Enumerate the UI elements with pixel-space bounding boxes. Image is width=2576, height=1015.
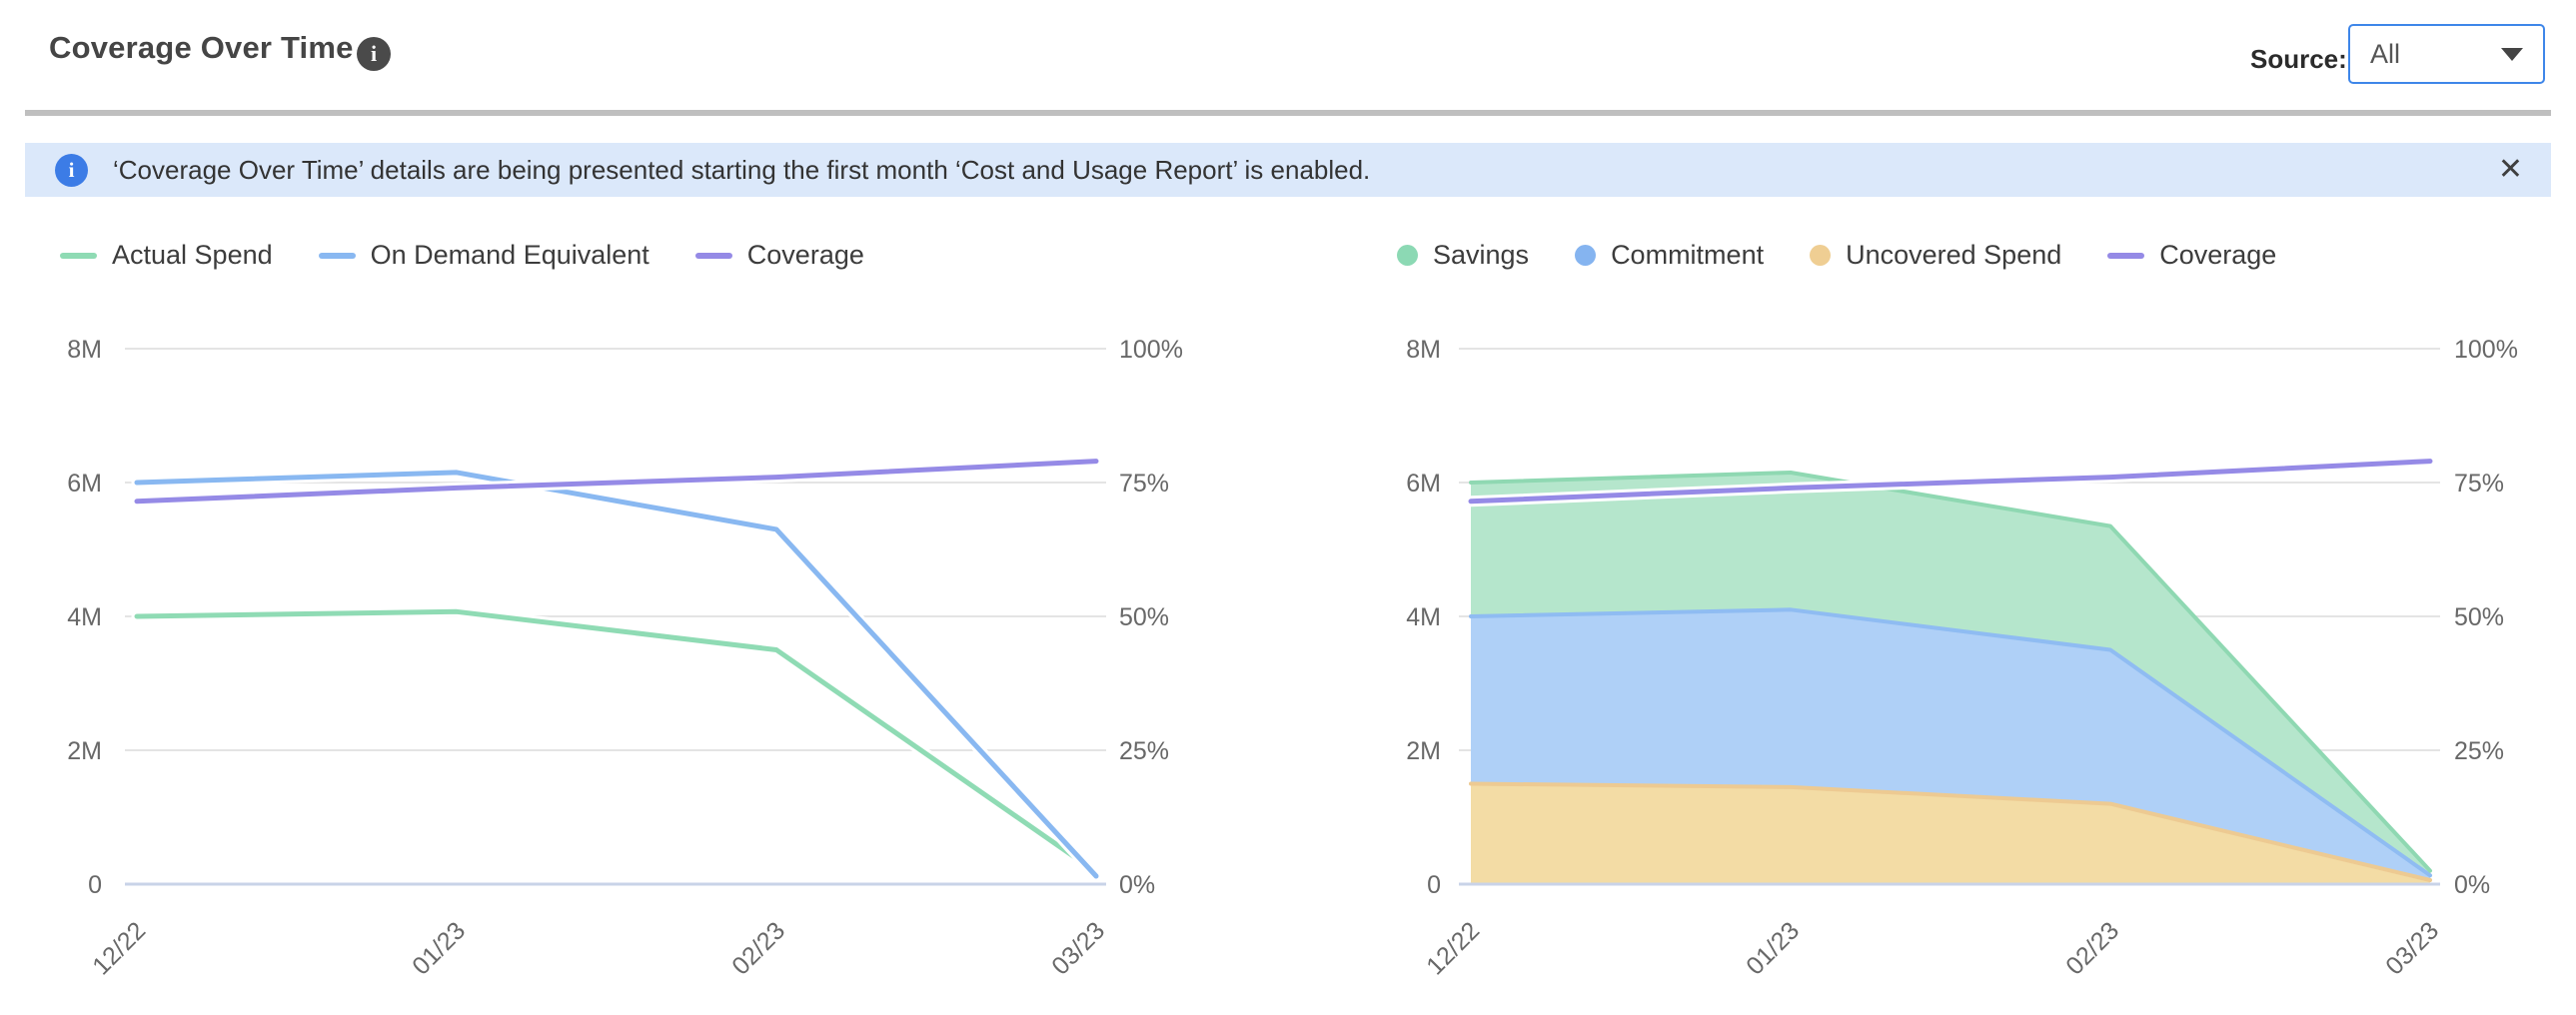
legend-item-uncovered-spend[interactable]: Uncovered Spend: [1810, 240, 2061, 271]
legend-item-commitment[interactable]: Commitment: [1575, 240, 1764, 271]
x-axis-tick: 03/23: [2380, 916, 2444, 980]
line-coverage: [1468, 459, 2433, 505]
area-edge: [1469, 781, 2432, 882]
line-halo: [131, 467, 1102, 882]
line-coverage: [134, 459, 1099, 505]
y-axis-left-tick: 6M: [1406, 470, 1441, 498]
banner-close-button[interactable]: ✕: [2497, 153, 2523, 186]
x-axis-tick: 02/23: [2060, 916, 2124, 980]
legend-label: Coverage: [746, 240, 864, 270]
y-axis-left-tick: 4M: [67, 603, 102, 631]
spend-coverage-line-chart: 0 2M 4M 6M 8M 0% 25% 50% 75% 100% 12/22 01/23 02/23 0…: [67, 336, 1183, 980]
circle-swatch: [1575, 245, 1597, 266]
title-info-icon[interactable]: i: [357, 37, 391, 71]
y-axis-right-tick: 0%: [2454, 871, 2490, 899]
source-dropdown[interactable]: All: [2348, 24, 2545, 84]
legend-label: Uncovered Spend: [1846, 240, 2062, 270]
y-axis-left-tick: 2M: [67, 737, 102, 765]
legend-label: Commitment: [1611, 240, 1765, 270]
info-banner: i ‘Coverage Over Time’ details are being…: [25, 143, 2551, 197]
coverage-stacked-area-chart: 0 2M 4M 6M 8M 0% 25% 50% 75% 100% 12/22 01/23 02/23 0…: [1406, 336, 2518, 980]
page-title: Coverage Over Time: [49, 30, 354, 65]
y-axis-left-tick: 4M: [1406, 603, 1441, 631]
line-actual-spend: [134, 608, 1099, 875]
y-axis-right-tick: 100%: [1119, 336, 1183, 364]
y-axis-left-tick: 8M: [1406, 336, 1441, 364]
y-axis-left-tick: 0: [1427, 871, 1441, 899]
source-dropdown-value: All: [2370, 38, 2401, 69]
line-on-demand-equivalent: [134, 470, 1099, 879]
x-axis-tick: 02/23: [726, 916, 790, 980]
y-axis-right-tick: 0%: [1119, 871, 1155, 899]
circle-swatch: [1397, 245, 1418, 266]
banner-info-icon: i: [55, 153, 88, 187]
x-axis-tick: 12/22: [87, 916, 151, 980]
line-halo: [131, 605, 1102, 878]
y-axis-right-tick: 75%: [2454, 470, 2504, 498]
circle-swatch: [1810, 245, 1832, 266]
area-edge: [1469, 607, 2432, 878]
x-axis-tick: 01/23: [1741, 916, 1805, 980]
legend-label: Actual Spend: [112, 240, 273, 270]
y-axis-right-tick: 25%: [2454, 737, 2504, 765]
legend-label: On Demand Equivalent: [370, 240, 649, 270]
right-chart-legend: Savings Commitment Uncovered Spend Cover…: [1397, 240, 2276, 271]
line-swatch: [318, 252, 356, 259]
line-swatch: [694, 252, 732, 259]
legend-item-on-demand-equivalent[interactable]: On Demand Equivalent: [318, 240, 649, 271]
line-swatch: [2107, 252, 2145, 259]
y-axis-right-tick: 25%: [1119, 737, 1169, 765]
x-axis-tick: 03/23: [1046, 916, 1110, 980]
y-axis-right-tick: 50%: [2454, 603, 2504, 631]
legend-item-coverage[interactable]: Coverage: [694, 240, 864, 271]
y-axis-left-tick: 8M: [67, 336, 102, 364]
chevron-down-icon: [2501, 47, 2523, 61]
y-axis-left-tick: 0: [88, 871, 102, 899]
y-axis-right-tick: 100%: [2454, 336, 2518, 364]
y-axis-left-tick: 2M: [1406, 737, 1441, 765]
legend-item-actual-spend[interactable]: Actual Spend: [60, 240, 273, 271]
legend-item-savings[interactable]: Savings: [1397, 240, 1529, 271]
y-axis-right-tick: 50%: [1119, 603, 1169, 631]
area-edge: [1469, 471, 2432, 873]
y-axis-right-tick: 75%: [1119, 470, 1169, 498]
x-axis-tick: 01/23: [407, 916, 471, 980]
x-axis-tick: 12/22: [1421, 916, 1485, 980]
area-uncovered-spend: [1471, 783, 2430, 884]
source-label: Source:: [2250, 44, 2347, 74]
legend-label: Savings: [1433, 240, 1530, 270]
legend-item-coverage[interactable]: Coverage: [2107, 240, 2276, 271]
y-axis-left-tick: 6M: [67, 470, 102, 498]
line-swatch: [60, 252, 97, 259]
header-divider: [25, 110, 2551, 116]
legend-label: Coverage: [2159, 240, 2277, 270]
banner-text: ‘Coverage Over Time’ details are being p…: [113, 154, 1371, 185]
left-chart-legend: Actual Spend On Demand Equivalent Covera…: [60, 240, 864, 271]
